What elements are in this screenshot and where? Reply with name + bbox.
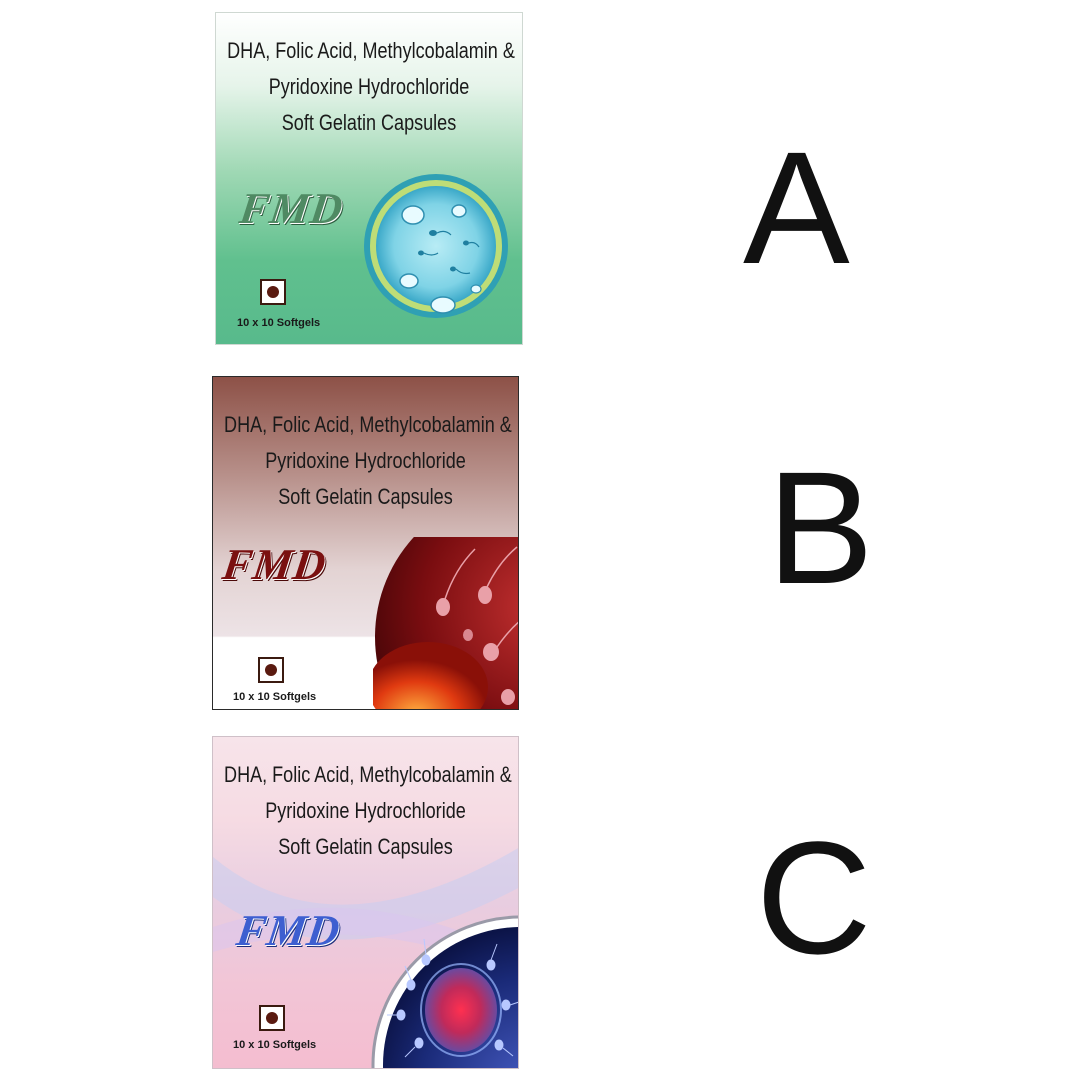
- title-line: DHA, Folic Acid, Methylcobalamin &: [224, 412, 512, 437]
- sperm-egg-illustration: [371, 915, 518, 1068]
- cell-illustration: [364, 174, 508, 318]
- pack-title: DHA, Folic Acid, Methylcobalamin & Pyrid…: [224, 757, 512, 865]
- title-line: Pyridoxine Hydrochloride: [265, 448, 466, 473]
- pack-count: 10 x 10 Softgels: [237, 317, 321, 329]
- title-line: Pyridoxine Hydrochloride: [268, 74, 470, 99]
- brand-logo: FMD: [236, 184, 347, 233]
- title-line: DHA, Folic Acid, Methylcobalamin &: [227, 38, 515, 63]
- veg-mark-icon: [258, 657, 284, 683]
- brand-logo: FMD: [219, 540, 330, 589]
- veg-mark-icon: [259, 1005, 285, 1031]
- title-line: Soft Gelatin Capsules: [281, 110, 457, 135]
- option-letter-c: C: [756, 808, 872, 987]
- sperm-egg-illustration: [373, 537, 518, 709]
- pack-title: DHA, Folic Acid, Methylcobalamin & Pyrid…: [224, 407, 512, 515]
- option-letter-b: B: [767, 438, 874, 617]
- pack-count: 10 x 10 Softgels: [233, 1039, 317, 1051]
- brand-logo: FMD: [233, 906, 344, 955]
- title-line: Soft Gelatin Capsules: [278, 484, 453, 509]
- title-line: Pyridoxine Hydrochloride: [265, 798, 466, 823]
- pack-count: 10 x 10 Softgels: [233, 691, 317, 703]
- pack-title: DHA, Folic Acid, Methylcobalamin & Pyrid…: [227, 33, 515, 141]
- product-pack-b: DHA, Folic Acid, Methylcobalamin & Pyrid…: [212, 376, 519, 710]
- title-line: Soft Gelatin Capsules: [278, 834, 453, 859]
- background-waves: [213, 848, 518, 977]
- title-line: DHA, Folic Acid, Methylcobalamin &: [224, 762, 512, 787]
- product-pack-a: DHA, Folic Acid, Methylcobalamin & Pyrid…: [215, 12, 523, 345]
- veg-mark-icon: [260, 279, 286, 305]
- option-letter-a: A: [743, 118, 850, 297]
- product-pack-c: DHA, Folic Acid, Methylcobalamin & Pyrid…: [212, 736, 519, 1069]
